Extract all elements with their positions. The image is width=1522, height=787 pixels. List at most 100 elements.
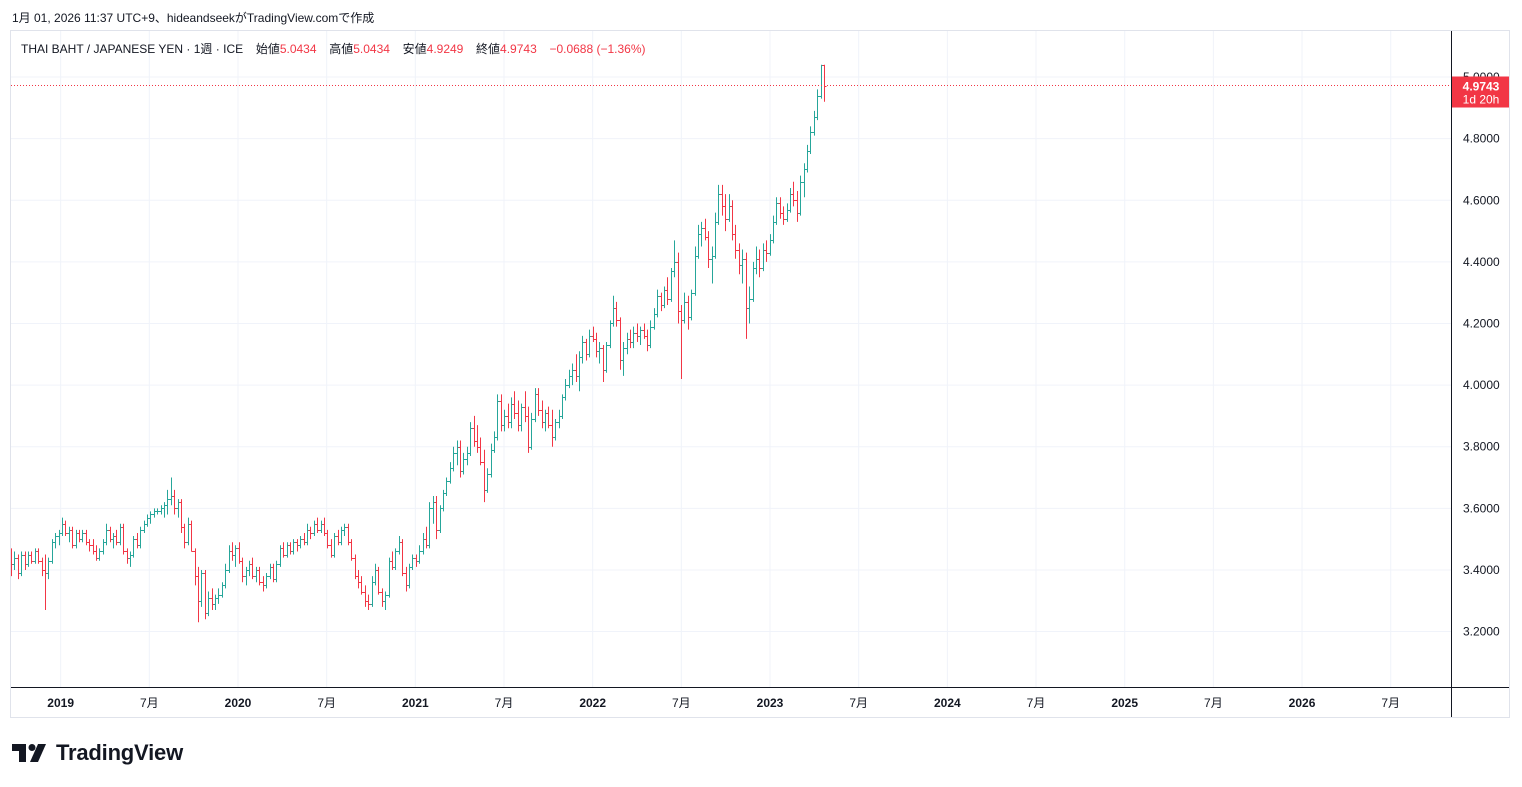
ohlc-bar [373,563,378,586]
ohlc-bar [349,539,354,561]
ohlc-bar [655,289,660,318]
ohlc-bar [523,391,528,423]
ohlc-bar [114,529,119,546]
ohlc-bar [451,446,456,472]
x-tick-label: 2022 [579,696,606,710]
legend-symbol[interactable]: THAI BAHT / JAPANESE YEN [21,42,184,56]
ohlc-bar [339,526,344,546]
ohlc-bar [482,449,487,503]
chart-pane[interactable]: 3.2000 3.4000 3.6000 3.8000 4.0000 4.2000 4.40… [10,30,1510,718]
ohlc-bar [713,212,718,259]
ohlc-bar [509,397,514,429]
legend-open-value: 5.0434 [279,42,317,56]
legend-interval[interactable]: 1週 [193,42,213,56]
ohlc-bar [101,539,106,555]
ohlc-bar [751,261,756,302]
ohlc-bar [46,557,51,580]
x-tick-label: 7月 [1204,696,1223,710]
ohlc-bar [220,582,225,598]
ohlc-bar [611,295,616,327]
ohlc-bar [380,588,385,607]
last-price-tag[interactable] [1452,76,1509,108]
ohlc-bar [19,551,24,577]
y-tick-label: 3.2000 [1463,625,1500,639]
ohlc-bar [121,523,126,555]
ohlc-bar [727,194,732,222]
ohlc-bar [254,566,259,583]
ohlc-bar [206,591,211,617]
ohlc-bar [570,363,575,386]
ohlc-bar [516,400,521,432]
x-tick-label: 2025 [1111,696,1138,710]
legend-low-label: 安値 [402,42,427,56]
ohlc-bar [74,529,79,549]
x-tick-label: 7月 [317,696,336,710]
ohlc-bar [370,576,375,607]
legend-change-value: −0.0688 (−1.36%) [549,42,646,56]
ohlc-bar [43,554,48,610]
ohlc-bar [754,246,759,275]
ohlc-bar [768,234,773,256]
legend-exchange: ICE [223,42,244,56]
ohlc-bar [679,305,684,379]
ohlc-bar [438,505,443,533]
ohlc-bar [125,548,130,564]
ohlc-bar [63,520,68,537]
ohlc-bar [400,539,405,577]
ohlc-bar [250,557,255,580]
ohlc-bar [104,523,109,546]
ohlc-bar [455,440,460,466]
ohlc-bar [264,573,269,589]
x-tick-label: 7月 [849,696,868,710]
ohlc-bar [546,406,551,429]
ohlc-bar [628,329,633,349]
ohlc-bar [495,394,500,441]
ohlc-bar [601,345,606,383]
ohlc-bar [288,542,293,555]
ohlc-bar [302,532,307,546]
ohlc-bar [795,191,800,222]
ohlc-bar [659,292,664,312]
legend-close-label: 終値 [476,42,501,56]
legend-high-label: 高値 [329,42,354,56]
ohlc-bar [397,536,402,555]
ohlc-bar [12,551,17,570]
x-tick-label: 2020 [225,696,252,710]
ohlc-bar [512,391,517,419]
ohlc-bar [383,591,388,610]
ohlc-bar [533,388,538,423]
ohlc-bar [257,566,262,586]
ohlc-bar [506,403,511,429]
ohlc-bar [261,576,266,592]
ohlc-bar [448,462,453,484]
ohlc-bar [631,326,636,349]
ohlc-bar [281,542,286,558]
y-tick-label: 4.4000 [1463,255,1500,269]
ohlc-bar [785,203,790,222]
y-tick-label: 3.8000 [1463,440,1500,454]
ohlc-bar [693,246,698,296]
ohlc-bar [716,184,721,225]
ohlc-bar [699,221,704,247]
ohlc-bar [781,206,786,225]
ohlc-bar [723,194,728,232]
ohlc-bar [540,400,545,429]
ohlc-bar [645,329,650,352]
ohlc-bar [529,412,534,450]
ohlc-bar [502,409,507,432]
ohlc-bar [553,418,558,441]
ohlc-bar [550,409,555,447]
ohlc-bar [710,246,715,284]
ohlc-bar [227,545,232,574]
ohlc-bar [410,554,415,570]
price-chart[interactable]: 3.2000 3.4000 3.6000 3.8000 4.0000 4.2000 4.40… [11,31,1510,718]
ohlc-bar [706,231,711,269]
tradingview-brand[interactable]: TradingView [12,740,183,766]
ohlc-bar [135,532,140,549]
ohlc-bar [662,286,667,309]
ohlc-bar [557,409,562,429]
legend-high-value: 5.0434 [353,42,390,56]
ohlc-bar [26,551,31,567]
ohlc-bar [199,569,204,607]
ohlc-bar [342,523,347,537]
